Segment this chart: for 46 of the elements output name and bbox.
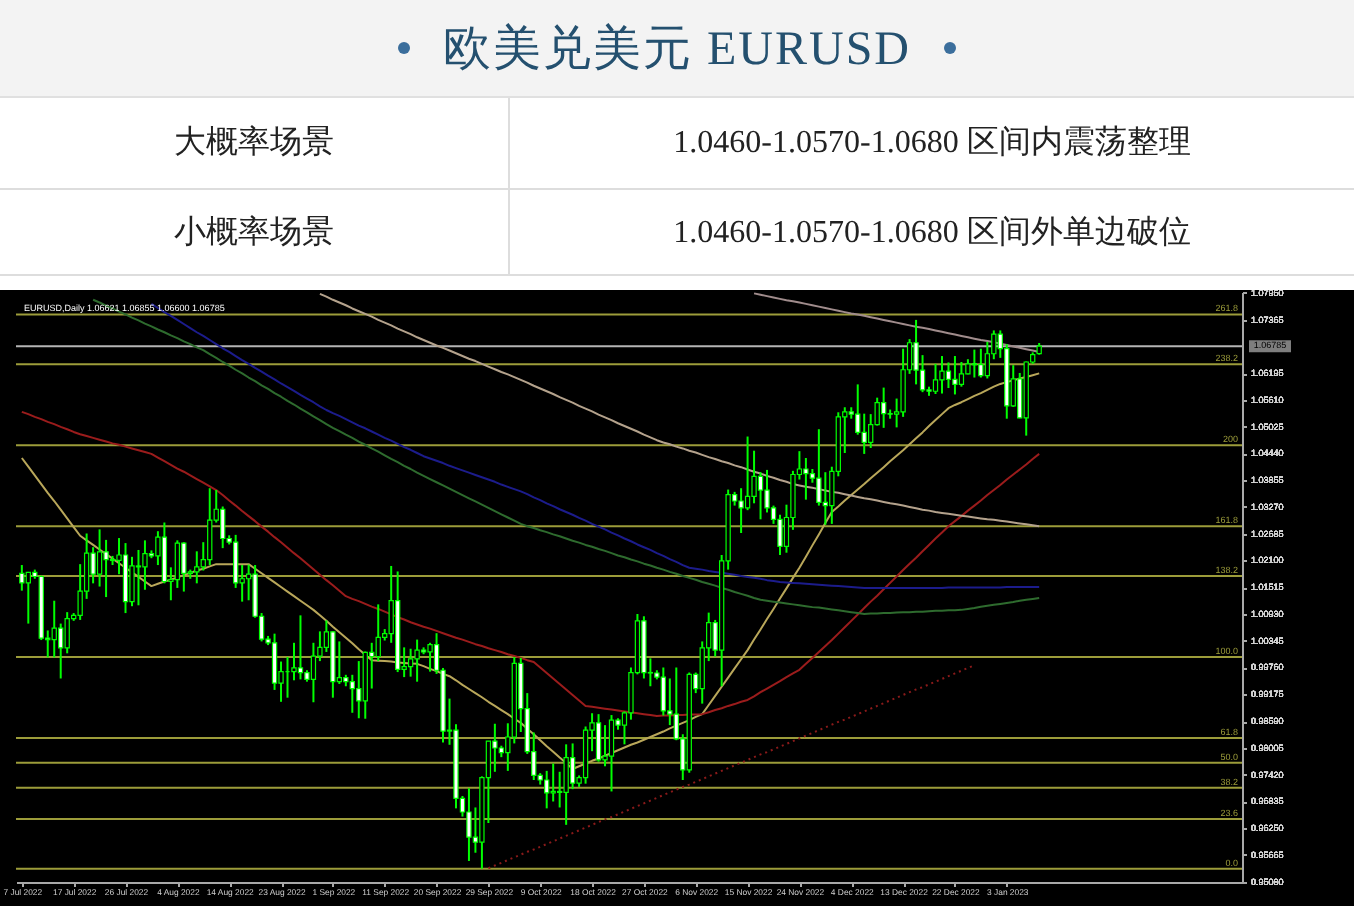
candlestick [971, 348, 978, 379]
line-series [318, 292, 1041, 528]
candlestick [738, 487, 744, 535]
candlestick [945, 361, 952, 390]
text: 小概率场景 [0, 189, 509, 275]
candlestick [952, 355, 958, 396]
candlestick [958, 360, 965, 388]
text: 1.0460-1.0570-1.0680 区间外单边破位 [509, 189, 1354, 275]
candlestick [608, 714, 615, 793]
candlestick [757, 471, 764, 521]
candlestick [466, 787, 472, 862]
candlestick [51, 599, 57, 659]
candlestick [25, 570, 31, 625]
line-series [753, 292, 1041, 353]
candlestick [90, 546, 96, 585]
candlestick [544, 769, 550, 810]
candlestick [135, 548, 142, 607]
candlestick [356, 660, 362, 720]
candlestick [122, 542, 129, 615]
candlestick [913, 318, 919, 386]
candlestick [939, 355, 945, 395]
candlestick [492, 722, 498, 773]
candlestick [978, 347, 984, 379]
candlestick [563, 743, 569, 826]
candlestick [19, 564, 25, 592]
candlestick [181, 541, 187, 593]
candlestick [297, 614, 304, 681]
candlestick [569, 742, 576, 791]
candlestick [414, 638, 420, 683]
candlestick [427, 641, 433, 673]
chart-title: 欧美兑美元 EURUSD [442, 21, 911, 80]
candlestick [129, 555, 135, 608]
candlestick [595, 713, 602, 763]
text: 大概率场景 [0, 98, 509, 189]
candlestick [777, 513, 783, 556]
candlestick [932, 362, 939, 395]
candlestick [207, 487, 213, 567]
candlestick [660, 666, 667, 717]
candlestick [103, 538, 109, 599]
candlestick [194, 550, 200, 585]
candlestick [407, 647, 414, 678]
candlestick [880, 386, 887, 429]
candlestick [803, 457, 809, 501]
candlestick [550, 762, 556, 803]
text: 1.0460-1.0570-1.0680 区间内震荡整理 [509, 98, 1354, 189]
line-series [487, 664, 976, 870]
